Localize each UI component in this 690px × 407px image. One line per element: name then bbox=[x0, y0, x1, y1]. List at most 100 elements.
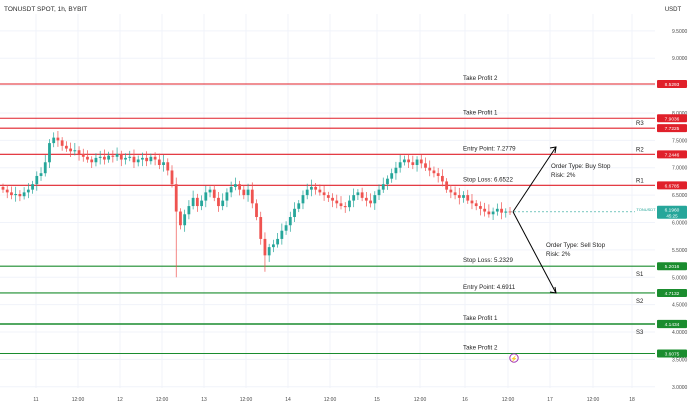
candle-body bbox=[428, 167, 432, 171]
buy-order-risk: Risk: 2% bbox=[551, 172, 576, 179]
buy-arrow bbox=[512, 146, 557, 213]
symbol-info: TONUSDT SPOT, 1h, BYBIT bbox=[4, 6, 87, 13]
candle-body bbox=[81, 154, 85, 157]
candle-body bbox=[436, 173, 440, 176]
level-side-label: S1 bbox=[636, 272, 644, 278]
annotations: Take Profit 2 Take Profit 1 R3 Entry Point:… bbox=[463, 75, 644, 352]
candle-body bbox=[225, 192, 229, 201]
candle-body bbox=[166, 162, 170, 171]
level-price-tag bbox=[657, 150, 687, 159]
level-price-tag bbox=[657, 320, 687, 329]
candle-body bbox=[132, 156, 136, 163]
x-tick-label: 18 bbox=[629, 397, 635, 403]
candle-body bbox=[356, 192, 360, 196]
candle-body bbox=[288, 217, 292, 226]
candle-body bbox=[208, 189, 212, 193]
candle-body bbox=[162, 162, 165, 166]
candle-body bbox=[128, 156, 132, 158]
candle-body bbox=[52, 137, 56, 144]
x-tick-label: 12:00 bbox=[72, 397, 85, 403]
current-price-symbol: TONUSDT bbox=[636, 207, 656, 212]
currency-label: USDT bbox=[665, 7, 682, 13]
level-price-tag bbox=[657, 181, 687, 190]
x-tick-label: 13 bbox=[201, 397, 207, 403]
candle-body bbox=[1, 186, 5, 190]
candle-body bbox=[64, 145, 68, 149]
candle-body bbox=[284, 225, 288, 231]
y-tick-label: 8.0000 bbox=[672, 111, 688, 117]
replay-icon[interactable]: ⚡ bbox=[509, 353, 519, 363]
level-price-tag bbox=[657, 262, 687, 271]
x-tick-label: 15 bbox=[374, 397, 380, 403]
candle-body bbox=[445, 181, 449, 190]
candle-body bbox=[246, 189, 250, 196]
y-tick-label: 4.5000 bbox=[672, 303, 688, 309]
candle-body bbox=[483, 208, 487, 212]
candle-body bbox=[77, 150, 81, 155]
level-side-label: R3 bbox=[636, 121, 644, 127]
y-tick-label: 5.0000 bbox=[672, 275, 688, 281]
candle-body bbox=[479, 206, 482, 209]
candle-body bbox=[411, 162, 415, 166]
candle-body bbox=[474, 203, 478, 207]
candle-body bbox=[335, 200, 339, 204]
candle-body bbox=[504, 211, 508, 213]
candle-body bbox=[310, 186, 313, 190]
candlesticks bbox=[1, 131, 512, 278]
candle-body bbox=[449, 189, 453, 193]
candle-body bbox=[69, 148, 72, 152]
level-price-tag bbox=[657, 349, 687, 358]
x-tick-label: 12:00 bbox=[414, 397, 427, 403]
level-price-tag bbox=[657, 114, 687, 123]
candle-body bbox=[86, 156, 89, 160]
candle-body bbox=[26, 189, 30, 193]
x-tick-label: 12:00 bbox=[156, 397, 169, 403]
candle-body bbox=[386, 178, 389, 185]
candle-body bbox=[174, 184, 178, 212]
candle-body bbox=[373, 195, 377, 204]
candle-body bbox=[495, 208, 499, 212]
y-tick-label: 5.5000 bbox=[672, 248, 688, 254]
svg-text:⚡: ⚡ bbox=[511, 355, 518, 362]
candle-body bbox=[263, 238, 267, 256]
candle-body bbox=[419, 159, 423, 164]
level-label: Entry Point: 7.2779 bbox=[463, 145, 516, 152]
candle-body bbox=[22, 192, 26, 197]
candle-body bbox=[259, 217, 263, 239]
price-axis[interactable]: 9.50009.00008.50008.00007.50007.00006.50… bbox=[635, 29, 688, 391]
level-price-tag bbox=[657, 80, 687, 88]
current-price-symbol-bg bbox=[635, 204, 657, 219]
candle-body bbox=[238, 184, 241, 190]
x-tick-label: 17 bbox=[547, 397, 553, 403]
candle-body bbox=[14, 194, 18, 196]
candle-body bbox=[31, 184, 34, 190]
level-label: Stop Loss: 5.2329 bbox=[463, 257, 513, 264]
candle-body bbox=[462, 195, 465, 198]
candle-body bbox=[441, 175, 444, 182]
candle-body bbox=[432, 170, 436, 174]
level-lines bbox=[0, 83, 655, 355]
candle-body bbox=[204, 192, 208, 201]
buy-arrowhead bbox=[549, 146, 557, 154]
level-price-value: 6.6785 bbox=[665, 183, 680, 189]
candle-body bbox=[56, 137, 60, 141]
candle-body bbox=[35, 175, 39, 185]
time-axis[interactable]: 11 12:00 12 12:00 13 12:00 14 12:00 15 12:00 16 12:… bbox=[33, 397, 635, 403]
level-price-value: 7.7225 bbox=[665, 126, 680, 132]
candle-body bbox=[73, 150, 77, 152]
level-side-label: S3 bbox=[636, 330, 644, 336]
candle-body bbox=[183, 214, 187, 226]
candle-body bbox=[18, 194, 22, 197]
candle-body bbox=[314, 186, 318, 190]
candle-body bbox=[187, 206, 191, 215]
y-tick-label: 9.5000 bbox=[672, 29, 688, 35]
candle-body bbox=[229, 186, 233, 193]
y-tick-label: 7.0000 bbox=[672, 166, 688, 172]
level-price-tag bbox=[657, 288, 687, 297]
candle-body bbox=[280, 230, 284, 239]
candle-body bbox=[179, 211, 182, 226]
candle-body bbox=[242, 189, 246, 196]
candle-body bbox=[305, 189, 309, 196]
level-label: Take Profit 1 bbox=[463, 109, 498, 116]
